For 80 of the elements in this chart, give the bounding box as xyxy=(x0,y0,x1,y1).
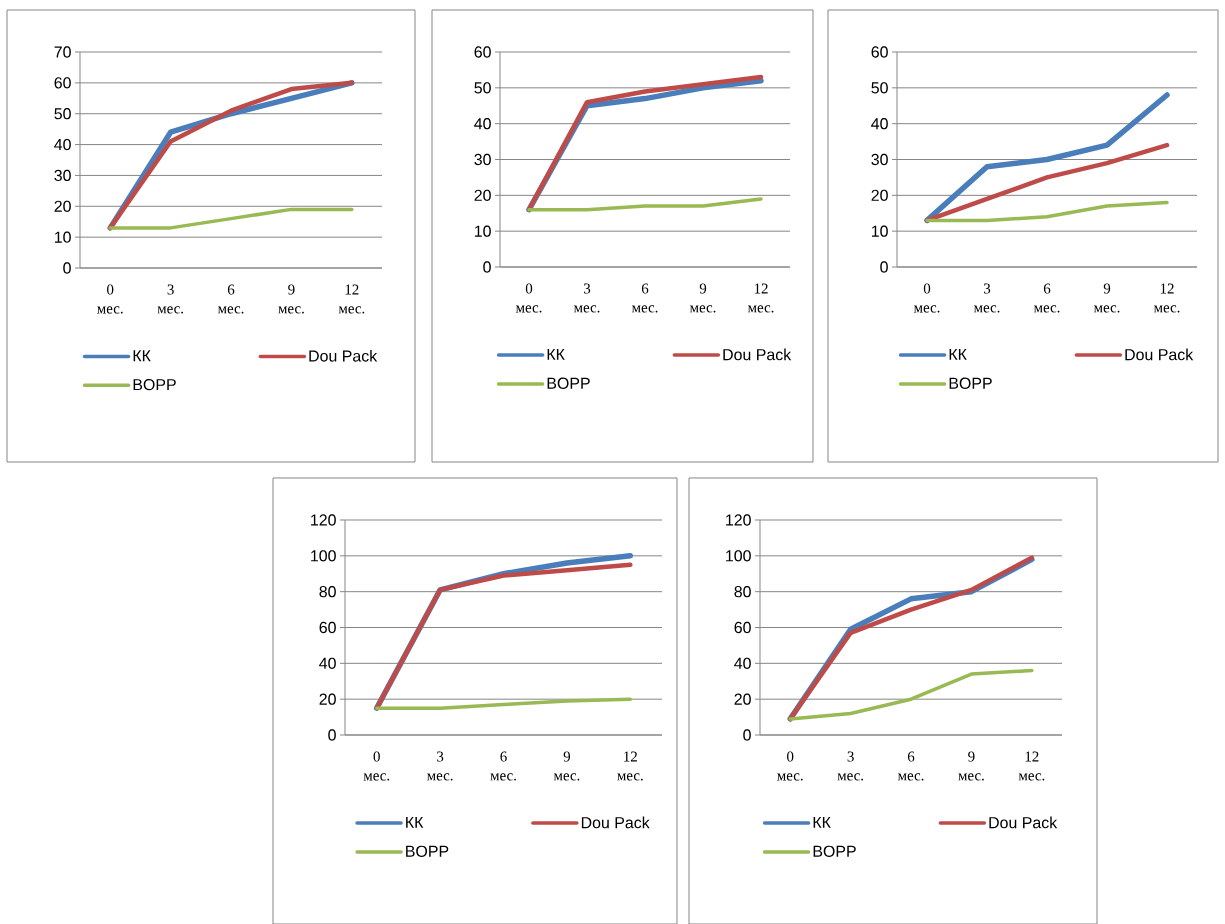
legend-label: BOPP xyxy=(547,377,590,389)
y-tick-label: 0 xyxy=(743,729,751,741)
x-tick-label: 6 мес. xyxy=(1033,283,1060,313)
legend-label: Dou Pack xyxy=(723,348,792,361)
y-tick-label: 60 xyxy=(871,46,888,58)
line-series xyxy=(788,668,1034,721)
y-tick-label: 0 xyxy=(880,261,888,273)
x-tick-label: 6 мес. xyxy=(631,283,658,313)
legend-label: КК xyxy=(406,816,424,828)
y-tick-label: 30 xyxy=(871,153,888,166)
x-tick-label: 3 мес. xyxy=(427,751,453,781)
y-tick-label: 20 xyxy=(734,693,751,705)
y-tick-label: 70 xyxy=(54,46,71,58)
y-tick-label: 120 xyxy=(311,514,336,526)
legend-label: Dou Pack xyxy=(581,816,650,829)
x-tick-label: 0 мес. xyxy=(777,751,803,781)
x-tick-label: 3 мес. xyxy=(573,283,600,313)
x-tick-label: 12 мес. xyxy=(617,751,643,781)
y-tick-label: 80 xyxy=(319,586,336,598)
y-tick-label: 30 xyxy=(54,169,71,182)
x-tick-label: 6 мес. xyxy=(217,284,244,314)
y-tick-label: 20 xyxy=(319,693,336,705)
x-tick-label: 9 мес. xyxy=(278,284,304,314)
legend-label: КК xyxy=(949,348,967,360)
y-tick-label: 60 xyxy=(54,77,71,89)
y-tick-label: 40 xyxy=(319,657,336,669)
legend-label: КК xyxy=(133,350,151,362)
y-tick-label: 60 xyxy=(734,621,751,634)
y-tick-label: 10 xyxy=(54,231,71,243)
legend-label: КК xyxy=(547,348,565,360)
y-tick-label: 10 xyxy=(474,225,491,237)
x-tick-label: 9 мес. xyxy=(958,751,984,781)
y-tick-label: 30 xyxy=(474,153,491,166)
x-tick-label: 9 мес. xyxy=(553,751,580,781)
y-tick-label: 50 xyxy=(871,82,888,94)
y-tick-label: 100 xyxy=(726,550,751,562)
y-tick-label: 50 xyxy=(474,82,491,94)
x-tick-label: 12 мес. xyxy=(747,283,774,313)
y-tick-label: 80 xyxy=(734,586,751,598)
x-tick-label: 12 мес. xyxy=(1153,283,1180,313)
x-tick-label: 6 мес. xyxy=(897,751,924,781)
y-tick-label: 50 xyxy=(54,108,71,120)
legend-label: BOPP xyxy=(813,845,856,857)
x-tick-label: 0 мес. xyxy=(97,284,123,314)
legend-label: Dou Pack xyxy=(309,349,378,362)
legend-label: КК xyxy=(813,816,831,828)
legend-label: BOPP xyxy=(406,845,449,857)
legend-label: BOPP xyxy=(949,377,992,389)
line-series xyxy=(374,697,633,710)
x-tick-label: 0 мес. xyxy=(515,283,542,313)
y-tick-label: 40 xyxy=(734,657,751,669)
y-tick-label: 60 xyxy=(474,46,491,58)
y-tick-label: 40 xyxy=(54,138,71,151)
y-tick-label: 20 xyxy=(871,189,888,201)
y-tick-label: 0 xyxy=(483,261,491,273)
x-tick-label: 0 мес. xyxy=(913,283,940,313)
y-tick-label: 20 xyxy=(54,200,71,212)
line-series xyxy=(924,142,1170,223)
y-tick-label: 20 xyxy=(474,189,491,201)
line-series xyxy=(925,200,1169,223)
y-tick-label: 10 xyxy=(871,225,888,237)
x-tick-label: 6 мес. xyxy=(490,751,516,781)
x-tick-label: 9 мес. xyxy=(689,283,716,313)
y-tick-label: 40 xyxy=(871,118,888,130)
y-tick-label: 60 xyxy=(319,621,336,634)
x-tick-label: 12 мес. xyxy=(1018,751,1045,781)
y-tick-label: 0 xyxy=(63,262,71,274)
x-tick-label: 3 мес. xyxy=(973,283,1000,313)
x-tick-label: 12 мес. xyxy=(338,284,365,314)
y-tick-label: 0 xyxy=(328,729,336,741)
x-tick-label: 0 мес. xyxy=(363,751,390,781)
legend-label: Dou Pack xyxy=(989,816,1058,829)
y-tick-label: 120 xyxy=(726,514,751,526)
x-tick-label: 9 мес. xyxy=(1093,283,1120,313)
x-tick-label: 3 мес. xyxy=(157,284,184,314)
y-tick-label: 40 xyxy=(474,118,491,130)
legend-label: Dou Pack xyxy=(1125,348,1194,361)
y-tick-label: 100 xyxy=(311,550,336,562)
x-tick-label: 3 мес. xyxy=(837,751,864,781)
legend-label: BOPP xyxy=(133,378,176,391)
